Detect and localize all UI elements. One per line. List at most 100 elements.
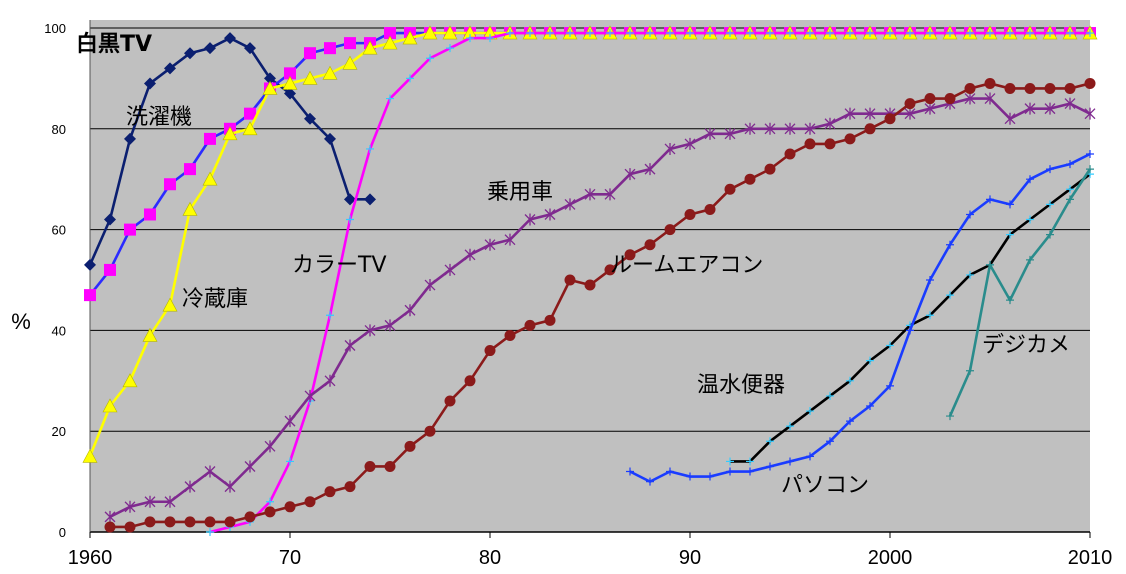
- data-point: [304, 389, 316, 402]
- data-point: [944, 93, 956, 105]
- data-point: [244, 107, 256, 120]
- data-point: [924, 93, 936, 105]
- data-point: [1046, 29, 1054, 38]
- data-point: [204, 516, 216, 528]
- data-point: [906, 29, 914, 38]
- data-point: [1086, 165, 1094, 174]
- data-point: [82, 448, 98, 463]
- data-point: [346, 215, 354, 224]
- data-point: [344, 339, 356, 352]
- data-point: [1026, 175, 1034, 184]
- data-point: [564, 274, 576, 286]
- data-point: [1006, 200, 1014, 209]
- x-tick-label: 80: [479, 547, 501, 569]
- series-4: [104, 92, 1096, 523]
- axes: [89, 20, 1090, 533]
- data-point: [866, 402, 874, 410]
- series-label: 温水便器: [697, 373, 785, 398]
- data-point: [344, 37, 356, 50]
- data-point: [264, 72, 276, 85]
- data-point: [1066, 185, 1074, 194]
- data-point: [324, 42, 336, 55]
- data-point: [864, 107, 876, 120]
- data-point: [1066, 160, 1074, 169]
- data-point: [984, 77, 996, 89]
- data-point: [304, 496, 316, 508]
- data-point: [484, 345, 496, 357]
- data-point: [1044, 82, 1056, 94]
- data-point: [986, 260, 994, 269]
- data-point: [786, 422, 794, 431]
- data-point: [566, 29, 574, 38]
- data-point: [986, 195, 994, 204]
- series-label: 洗濯機: [126, 105, 192, 130]
- data-point: [284, 87, 296, 100]
- data-point: [686, 472, 694, 481]
- data-point: [924, 102, 936, 115]
- data-point: [104, 510, 116, 523]
- data-point: [646, 477, 654, 486]
- x-tick-label: 2010: [1068, 547, 1113, 569]
- data-point: [244, 511, 256, 523]
- data-point: [1046, 230, 1054, 239]
- data-point: [366, 144, 374, 153]
- data-point: [144, 516, 156, 528]
- data-point: [766, 437, 774, 446]
- data-point: [102, 398, 118, 413]
- data-point: [444, 395, 456, 407]
- y-tick-label: 100: [44, 21, 66, 36]
- data-point: [326, 311, 334, 320]
- data-point: [644, 239, 656, 251]
- data-point: [164, 516, 176, 528]
- data-point: [504, 329, 516, 341]
- y-tick-label: 80: [52, 122, 66, 137]
- data-point: [362, 40, 378, 55]
- series-label: デジカメ: [982, 333, 1070, 358]
- data-point: [264, 506, 276, 518]
- data-point: [1026, 255, 1034, 264]
- data-point: [406, 74, 414, 83]
- data-point: [382, 35, 398, 50]
- data-point: [224, 32, 236, 45]
- data-point: [926, 311, 934, 320]
- data-point: [504, 233, 516, 246]
- series-label: パソコン: [781, 473, 869, 498]
- data-point: [826, 29, 834, 38]
- data-point: [726, 29, 734, 38]
- data-point: [404, 304, 416, 317]
- data-point: [824, 117, 836, 130]
- data-point: [764, 122, 776, 135]
- data-point: [866, 29, 874, 38]
- x-tick-label: 90: [679, 547, 701, 569]
- data-point: [964, 92, 976, 105]
- data-point: [484, 238, 496, 251]
- data-point: [926, 29, 934, 38]
- data-point: [162, 297, 178, 312]
- data-point: [182, 201, 198, 216]
- data-point: [464, 248, 476, 261]
- data-point: [624, 249, 636, 261]
- data-point: [364, 193, 376, 206]
- data-point: [844, 133, 856, 145]
- series-group: [82, 25, 1098, 536]
- data-point: [626, 29, 634, 38]
- data-point: [284, 415, 296, 428]
- data-point: [664, 142, 676, 155]
- data-point: [324, 486, 336, 498]
- data-point: [224, 516, 236, 528]
- data-point: [384, 460, 396, 472]
- data-point: [564, 198, 576, 211]
- data-point: [284, 501, 296, 513]
- data-point: [164, 495, 176, 508]
- series-7: [626, 150, 1094, 486]
- data-point: [946, 240, 954, 249]
- data-point: [604, 264, 616, 276]
- data-point: [884, 113, 896, 125]
- data-point: [1066, 195, 1074, 204]
- data-point: [786, 29, 794, 38]
- data-point: [886, 381, 894, 390]
- data-point: [164, 62, 176, 75]
- data-point: [104, 263, 116, 276]
